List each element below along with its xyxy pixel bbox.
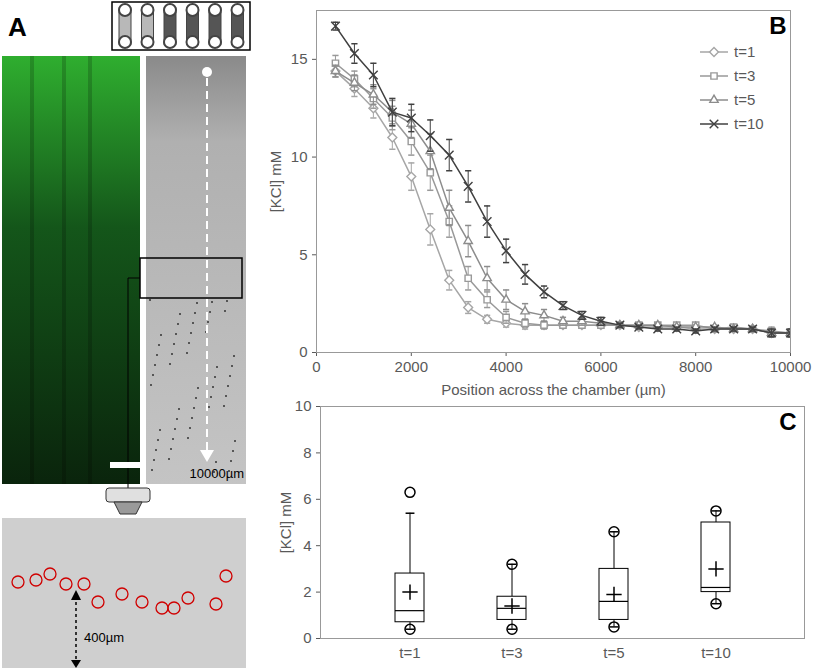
svg-text:8: 8 [303,444,311,461]
svg-text:A: A [8,12,27,42]
svg-text:2000: 2000 [395,358,428,375]
svg-text:t=10: t=10 [701,644,731,661]
svg-text:10000µm: 10000µm [190,466,244,481]
svg-text:Position across the chamber (µ: Position across the chamber (µm) [441,381,666,398]
svg-text:t=3: t=3 [501,644,522,661]
svg-text:6000: 6000 [584,358,617,375]
svg-text:400µm: 400µm [84,630,124,645]
svg-text:0: 0 [303,629,311,646]
svg-text:t=5: t=5 [603,644,624,661]
svg-text:t=10: t=10 [734,115,764,132]
svg-text:C: C [779,408,796,435]
svg-text:6: 6 [303,490,311,507]
svg-text:t=1: t=1 [734,43,755,60]
svg-text:t=5: t=5 [734,91,755,108]
svg-text:2: 2 [303,583,311,600]
svg-text:4000: 4000 [489,358,522,375]
svg-text:5: 5 [299,246,307,263]
svg-text:15: 15 [291,50,308,67]
svg-text:10000: 10000 [770,358,812,375]
svg-text:t=1: t=1 [399,644,420,661]
svg-text:10: 10 [295,398,312,414]
svg-text:B: B [769,12,786,39]
svg-text:8000: 8000 [679,358,712,375]
svg-text:[KCl] mM: [KCl] mM [267,151,284,213]
svg-text:[KCl] mM: [KCl] mM [277,492,294,554]
svg-text:10: 10 [291,148,308,165]
svg-text:0: 0 [299,343,307,360]
svg-text:4: 4 [303,537,311,554]
svg-text:0: 0 [312,358,320,375]
svg-text:t=3: t=3 [734,67,755,84]
